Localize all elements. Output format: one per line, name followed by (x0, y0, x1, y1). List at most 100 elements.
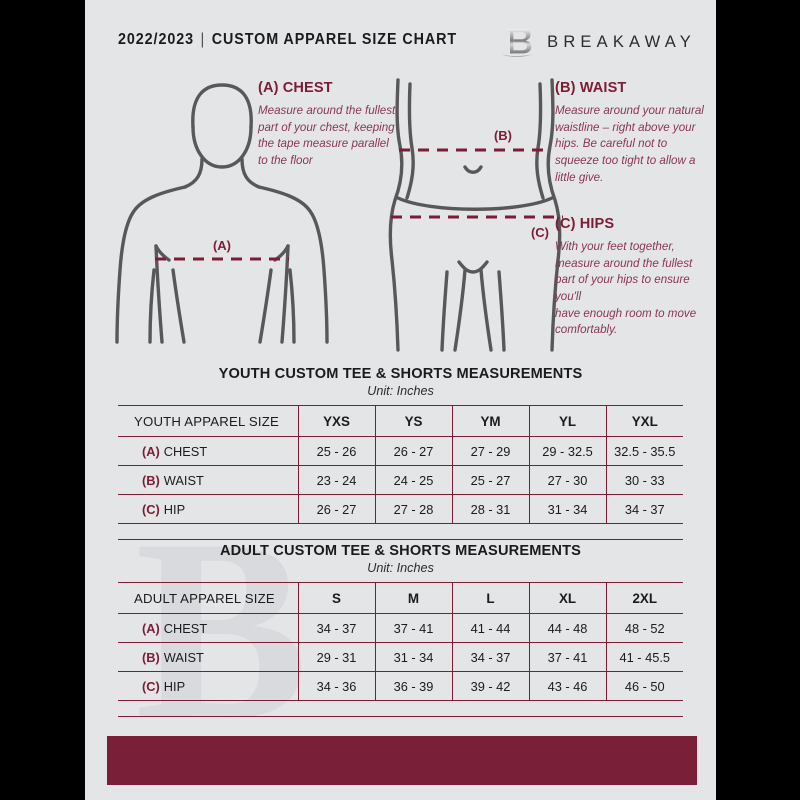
youth-table-bottom-rule (118, 539, 683, 540)
table-row: (A) CHEST 25 - 26 26 - 27 27 - 29 29 - 32… (118, 436, 683, 466)
callout-hips-body: With your feet together, measure around … (555, 240, 697, 337)
brand-lockup: BREAKAWAY (500, 26, 696, 58)
table-row: (B) WAIST 23 - 24 24 - 25 25 - 27 27 - 30… (118, 465, 683, 495)
adult-row-2-tag: (C) (142, 678, 160, 694)
adult-table-title: ADULT CUSTOM TEE & SHORTS MEASUREMENTS (219, 543, 582, 559)
youth-row-1-name: WAIST (163, 472, 204, 488)
adult-row-1-name: WAIST (163, 649, 204, 665)
adult-row-0-label: (A) CHEST (118, 613, 299, 643)
callout-chest-heading: (A) CHEST (258, 80, 333, 96)
youth-r0-c2: 27 - 29 (452, 436, 530, 466)
waist-measure-label: (B) (494, 128, 512, 143)
adult-r2-c4: 46 - 50 (606, 671, 683, 701)
youth-r2-c2: 28 - 31 (452, 494, 530, 524)
callout-waist: (B) WAIST Measure around your natural wa… (555, 80, 707, 186)
season-label: 2022/2023 (118, 31, 195, 48)
youth-header-label: YOUTH APPAREL SIZE (118, 405, 299, 437)
callout-hips-heading: (C) HIPS (555, 216, 615, 232)
table-row: (C) HIP 34 - 36 36 - 39 39 - 42 43 - 46 4… (118, 671, 683, 701)
adult-size-col-3: XL (529, 582, 607, 614)
adult-r0-c4: 48 - 52 (606, 613, 683, 643)
youth-table-block: YOUTH CUSTOM TEE & SHORTS MEASUREMENTS U… (85, 366, 716, 540)
upper-body-illustration: (A) (115, 83, 329, 344)
youth-row-0-label: (A) CHEST (118, 436, 299, 466)
illustration-area: (A) (85, 70, 716, 360)
youth-r2-c3: 31 - 34 (529, 494, 607, 524)
youth-r1-c3: 27 - 30 (529, 465, 607, 495)
youth-size-col-0: YXS (298, 405, 376, 437)
adult-table-unit: Unit: Inches (367, 561, 434, 575)
adult-size-col-4: 2XL (606, 582, 683, 614)
chest-measure-label: (A) (213, 238, 231, 253)
youth-r2-c1: 27 - 28 (375, 494, 453, 524)
youth-r2-c4: 34 - 37 (606, 494, 683, 524)
breakaway-b-logo-icon (502, 29, 533, 57)
table-header-row: YOUTH APPAREL SIZE YXS YS YM YL YXL (118, 405, 683, 437)
page-title: CUSTOM APPAREL SIZE CHART (211, 31, 458, 48)
youth-table-unit: Unit: Inches (367, 384, 434, 398)
callout-waist-heading: (B) WAIST (555, 80, 627, 96)
youth-r2-c0: 26 - 27 (298, 494, 376, 524)
adult-table-bottom-rule (118, 716, 683, 717)
youth-size-col-2: YM (452, 405, 530, 437)
youth-size-table: YOUTH APPAREL SIZE YXS YS YM YL YXL (A) C… (118, 405, 683, 524)
youth-row-2-label: (C) HIP (118, 494, 299, 524)
youth-r0-c3: 29 - 32.5 (529, 436, 607, 466)
adult-r0-c0: 34 - 37 (298, 613, 376, 643)
page-header: 2022/2023 | CUSTOM APPAREL SIZE CHART (85, 0, 716, 70)
youth-size-col-3: YL (529, 405, 607, 437)
adult-r2-c0: 34 - 36 (298, 671, 376, 701)
youth-row-0-tag: (A) (142, 443, 160, 459)
youth-r0-c1: 26 - 27 (375, 436, 453, 466)
youth-r1-c4: 30 - 33 (606, 465, 683, 495)
adult-r2-c3: 43 - 46 (529, 671, 607, 701)
adult-row-2-label: (C) HIP (118, 671, 299, 701)
adult-row-1-label: (B) WAIST (118, 642, 299, 672)
youth-row-1-tag: (B) (142, 472, 160, 488)
adult-row-2-name: HIP (163, 678, 186, 694)
adult-r2-c2: 39 - 42 (452, 671, 530, 701)
youth-size-col-1: YS (375, 405, 453, 437)
youth-size-col-4: YXL (606, 405, 683, 437)
size-chart-page: B 2022/2023 | CUSTOM APPAREL SIZE CHART (85, 0, 716, 800)
adult-r0-c1: 37 - 41 (375, 613, 453, 643)
adult-row-1-tag: (B) (142, 649, 160, 665)
adult-size-col-0: S (298, 582, 376, 614)
youth-row-1-label: (B) WAIST (118, 465, 299, 495)
adult-r2-c1: 36 - 39 (375, 671, 453, 701)
table-row: (B) WAIST 29 - 31 31 - 34 34 - 37 37 - 41… (118, 642, 683, 672)
adult-size-col-1: M (375, 582, 453, 614)
youth-r1-c2: 25 - 27 (452, 465, 530, 495)
youth-row-0-name: CHEST (163, 443, 208, 459)
hip-measure-label: (C) (531, 225, 549, 240)
header-title-group: 2022/2023 | CUSTOM APPAREL SIZE CHART (118, 31, 457, 49)
youth-r1-c1: 24 - 25 (375, 465, 453, 495)
brand-name: BREAKAWAY (547, 32, 696, 51)
header-separator: | (200, 31, 206, 48)
adult-r1-c4: 41 - 45.5 (606, 642, 683, 672)
adult-header-label: ADULT APPAREL SIZE (118, 582, 299, 614)
lower-body-illustration: (B) (C) (388, 78, 563, 352)
adult-r0-c2: 41 - 44 (452, 613, 530, 643)
adult-r1-c1: 31 - 34 (375, 642, 453, 672)
footer-bar (107, 736, 697, 785)
adult-r0-c3: 44 - 48 (529, 613, 607, 643)
adult-r1-c3: 37 - 41 (529, 642, 607, 672)
table-row: (C) HIP 26 - 27 27 - 28 28 - 31 31 - 34 3… (118, 494, 683, 524)
youth-row-2-name: HIP (163, 501, 186, 517)
youth-r1-c0: 23 - 24 (298, 465, 376, 495)
youth-r0-c4: 32.5 - 35.5 (606, 436, 683, 466)
callout-chest-body: Measure around the fullest part of your … (258, 104, 396, 168)
callout-hips: (C) HIPS With your feet together, measur… (555, 216, 707, 339)
adult-size-col-2: L (452, 582, 530, 614)
adult-row-0-tag: (A) (142, 620, 160, 636)
table-row: (A) CHEST 34 - 37 37 - 41 41 - 44 44 - 48… (118, 613, 683, 643)
table-header-row: ADULT APPAREL SIZE S M L XL 2XL (118, 582, 683, 614)
callout-chest: (A) CHEST Measure around the fullest par… (258, 80, 398, 170)
adult-row-0-name: CHEST (163, 620, 208, 636)
adult-r1-c2: 34 - 37 (452, 642, 530, 672)
youth-row-2-tag: (C) (142, 501, 160, 517)
callout-waist-body: Measure around your natural waistline – … (555, 104, 704, 184)
adult-r1-c0: 29 - 31 (298, 642, 376, 672)
